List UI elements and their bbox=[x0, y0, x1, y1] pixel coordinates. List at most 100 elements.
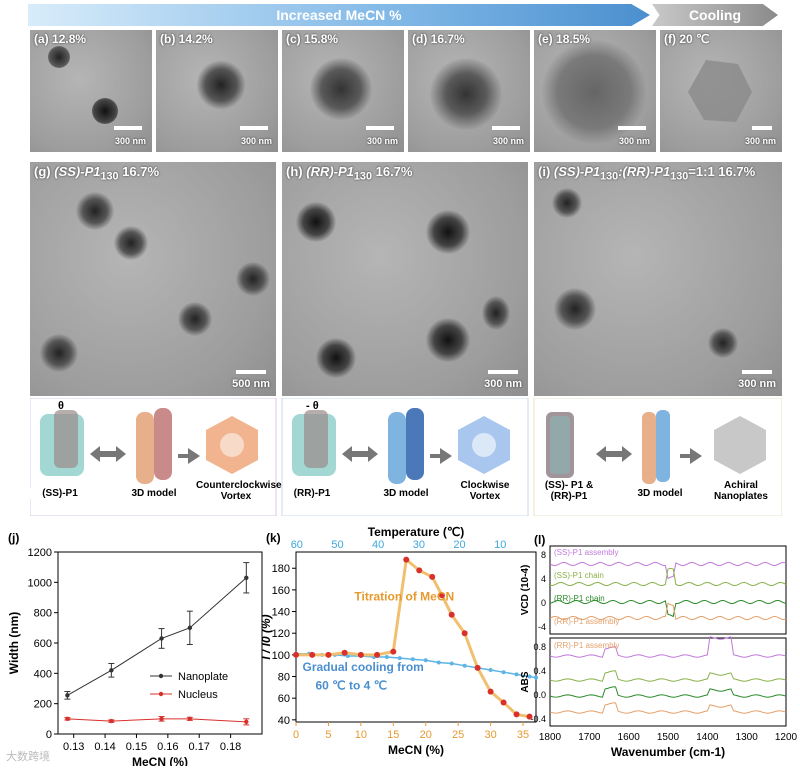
tem-panel-a: (a) 12.8% 300 nm bbox=[30, 30, 152, 152]
y-tick-label: 0 bbox=[541, 598, 546, 608]
legend-label: (RR)-P1 assembly bbox=[554, 617, 619, 626]
panel-label: (b) 14.2% bbox=[160, 32, 213, 46]
scale-bar bbox=[236, 370, 266, 374]
data-point bbox=[514, 672, 519, 677]
data-point bbox=[244, 575, 249, 580]
data-point bbox=[534, 675, 538, 680]
x-tick-label: 20 bbox=[420, 729, 432, 741]
scale-label: 300 nm bbox=[240, 136, 272, 146]
x-tick-label: 10 bbox=[355, 729, 367, 741]
chart-l: (l) -4 0 4 8 -0.4 0.0 0.4 0.8 1800 1700 1600 1500 140… bbox=[520, 533, 798, 759]
clockwise-vortex-icon bbox=[458, 416, 510, 474]
data-point bbox=[429, 573, 436, 580]
data-point bbox=[65, 716, 70, 722]
vortex-particle bbox=[426, 318, 470, 362]
x-tick-label: 1700 bbox=[578, 732, 601, 743]
helix-3d-model-icon bbox=[136, 408, 172, 484]
vortex-particle bbox=[114, 226, 148, 260]
tem-panel-f: (f) 20 ℃ 300 nm bbox=[660, 30, 782, 152]
ss-p1-model-icon bbox=[40, 410, 84, 476]
y-tick-label: 600 bbox=[34, 638, 52, 650]
y-axis-label: I / I0 (%) bbox=[262, 614, 273, 659]
x-tick-label: 0 bbox=[293, 729, 299, 741]
data-point bbox=[501, 670, 506, 675]
scale-bar bbox=[488, 370, 518, 374]
x-axis-label: Wavenumber (cm-1) bbox=[611, 745, 725, 759]
scale-label: 300 nm bbox=[738, 378, 776, 390]
data-point bbox=[423, 658, 428, 663]
scale-bar bbox=[114, 126, 142, 130]
vortex-particle bbox=[708, 328, 738, 358]
x-tick-label: 0.16 bbox=[157, 741, 178, 753]
theta-label: - θ bbox=[306, 400, 319, 412]
vortex-particle bbox=[426, 210, 470, 254]
scheme-label: 3D model bbox=[383, 488, 429, 499]
x-tick-label: 0.15 bbox=[126, 741, 147, 753]
panel-label: (h) (RR)-P1130 16.7% bbox=[286, 164, 413, 183]
data-point bbox=[527, 674, 532, 679]
scale-bar bbox=[752, 126, 772, 130]
vortex-particle bbox=[76, 192, 114, 230]
x-tick-label: 1200 bbox=[775, 732, 798, 743]
plot-frame bbox=[295, 551, 537, 723]
scale-label: 500 nm bbox=[232, 378, 270, 390]
arrow-right-icon bbox=[430, 448, 452, 464]
scale-bar bbox=[618, 126, 646, 130]
scheme-label: Clockwise Vortex bbox=[460, 480, 510, 502]
x-tick-label: 35 bbox=[517, 729, 529, 741]
abs-trace bbox=[549, 686, 787, 698]
y-tick-label: 120 bbox=[272, 628, 290, 640]
data-point bbox=[438, 592, 445, 599]
plot-frame bbox=[549, 545, 787, 635]
y-tick-label: -4 bbox=[538, 622, 546, 632]
data-point bbox=[513, 711, 520, 718]
x-axis-label: MeCN (%) bbox=[388, 743, 444, 757]
panel-label: (e) 18.5% bbox=[538, 32, 591, 46]
tem-panel-g: (g) (SS)-P1130 16.7% 500 nm bbox=[30, 162, 276, 396]
abs-trace bbox=[549, 670, 787, 682]
y-axis-label: Width (nm) bbox=[7, 612, 21, 675]
y-tick-label: 8 bbox=[541, 550, 546, 560]
achiral-nanoplate-icon bbox=[714, 416, 766, 474]
panel-label: (i) (SS)-P1130:(RR)-P1130=1:1 16.7% bbox=[538, 164, 756, 183]
data-point bbox=[384, 655, 389, 660]
cooling-banner: Cooling bbox=[652, 4, 778, 26]
scale-label: 300 nm bbox=[618, 136, 650, 146]
vortex-particle bbox=[316, 338, 356, 378]
rr-p1-model-icon bbox=[292, 410, 336, 476]
data-point bbox=[65, 693, 70, 698]
legend-label: (SS)-P1 chain bbox=[554, 571, 604, 580]
panel-label: (f) 20 ℃ bbox=[664, 32, 710, 46]
x-tick-label: 0.18 bbox=[220, 741, 241, 753]
annotation: 60 ℃ to 4 ℃ bbox=[315, 679, 387, 693]
tem-panel-h: (h) (RR)-P1130 16.7% 300 nm bbox=[282, 162, 528, 396]
y-tick-label: 80 bbox=[278, 672, 290, 684]
x-tick-label: 15 bbox=[387, 729, 399, 741]
x-tick-label: 5 bbox=[325, 729, 331, 741]
helix-3d-model-icon bbox=[388, 408, 424, 484]
scale-label: 300 nm bbox=[492, 136, 524, 146]
panel-tag: (l) bbox=[534, 533, 545, 547]
tem-panel-d: (d) 16.7% 300 nm bbox=[408, 30, 530, 152]
plot-frame bbox=[549, 637, 787, 727]
x-tick-label: 1800 bbox=[539, 732, 562, 743]
legend-label: Nucleus bbox=[178, 689, 218, 701]
scale-bar bbox=[492, 126, 520, 130]
scale-label: 300 nm bbox=[114, 136, 146, 146]
vortex-particle bbox=[236, 262, 270, 296]
scale-bar bbox=[742, 370, 772, 374]
series-line bbox=[67, 718, 247, 723]
chart-k: (k) 40 60 80 100 120 140 160 180 0 5 10 15 20 25 30 35 60… bbox=[262, 526, 538, 757]
x-tick-label: 25 bbox=[452, 729, 464, 741]
legend-label: (RR)-P1 chain bbox=[554, 594, 605, 603]
top-tick-label: 40 bbox=[372, 539, 384, 551]
vortex-particle bbox=[430, 58, 502, 130]
nucleus-particle bbox=[196, 60, 246, 110]
data-point bbox=[374, 651, 381, 658]
series-line bbox=[296, 556, 530, 719]
y-tick-label: 400 bbox=[34, 668, 52, 680]
y-tick-label: 100 bbox=[272, 650, 290, 662]
scale-label: 300 nm bbox=[366, 136, 398, 146]
theta-label: θ bbox=[58, 400, 64, 412]
vortex-particle bbox=[178, 302, 212, 336]
